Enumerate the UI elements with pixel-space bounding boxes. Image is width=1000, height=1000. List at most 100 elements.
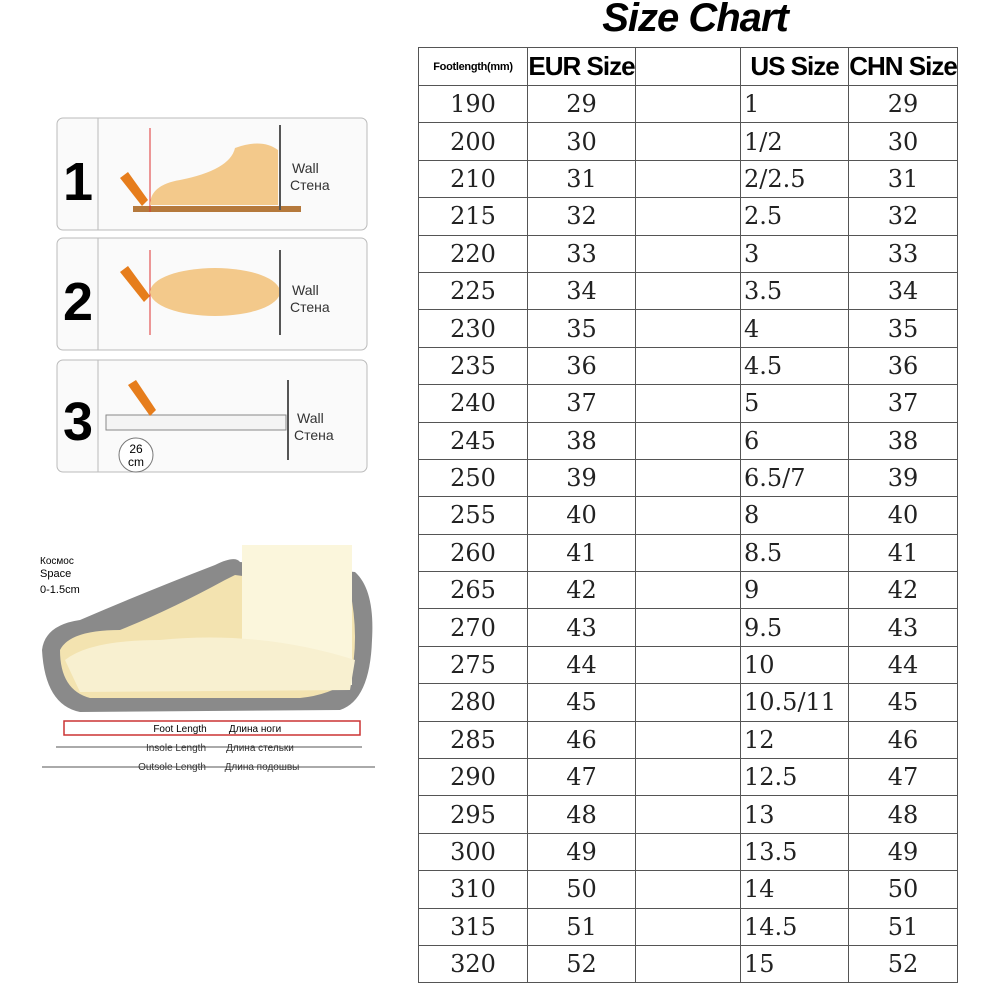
size-row: 225 34 3.5 34 <box>418 271 958 311</box>
step-number: 2 <box>63 272 93 332</box>
size-cell: 230 <box>418 309 528 348</box>
size-cell: 3 <box>740 234 849 273</box>
size-cell: 50 <box>848 870 958 909</box>
title: Size Chart <box>602 0 789 40</box>
size-cell: 320 <box>418 944 528 984</box>
size-cell: 43 <box>848 608 958 647</box>
size-cell: 37 <box>848 384 958 423</box>
size-row: 220 33 3 33 <box>418 234 958 273</box>
size-cell: 8 <box>740 496 849 535</box>
foot-length-label-ru: Длина ноги <box>229 724 281 735</box>
size-cell: 36 <box>527 346 636 386</box>
size-cell: 44 <box>527 645 636 685</box>
space-label: Space <box>40 568 71 580</box>
spacer-cell <box>635 271 741 311</box>
size-cell: 10.5/11 <box>740 683 849 722</box>
spacer-cell <box>635 533 741 573</box>
spacer-cell <box>635 346 741 386</box>
spacer-cell <box>635 421 741 460</box>
size-cell: 6 <box>740 421 849 460</box>
spacer-cell <box>635 159 741 199</box>
size-cell: 2/2.5 <box>740 159 849 199</box>
spacer-cell <box>635 197 741 236</box>
size-cell: 260 <box>418 533 528 573</box>
size-cell: 285 <box>418 720 528 760</box>
header-cell: Footlength(mm) <box>418 47 528 86</box>
spacer-cell <box>635 870 741 909</box>
size-cell: 31 <box>527 159 636 199</box>
spacer-cell <box>635 496 741 535</box>
size-cell: 310 <box>418 870 528 909</box>
size-cell: 48 <box>527 795 636 834</box>
size-cell: 290 <box>418 758 528 797</box>
spacer-cell <box>635 795 741 834</box>
size-cell: 14.5 <box>740 907 849 946</box>
size-cell: 29 <box>848 84 958 124</box>
size-row: 310 50 14 50 <box>418 870 958 909</box>
wall-label-ru: Стена <box>290 177 330 193</box>
spacer-cell <box>635 832 741 872</box>
size-cell: 49 <box>527 832 636 872</box>
size-cell: 29 <box>527 84 636 124</box>
size-table: Footlength(mm) EUR Size US Size CHN Size 190… <box>418 47 958 984</box>
size-cell: 270 <box>418 608 528 647</box>
size-cell: 250 <box>418 458 528 498</box>
size-row: 245 38 6 38 <box>418 421 958 460</box>
size-cell: 42 <box>527 571 636 610</box>
size-cell: 5 <box>740 384 849 423</box>
measure-value: 26 <box>129 442 143 456</box>
insole-length-label-ru: Длина стельки <box>226 743 294 754</box>
size-cell: 52 <box>848 944 958 984</box>
shoe-diagram: Космос Space 0-1.5cm Foot Length Длина н… <box>40 545 375 773</box>
wall-label-ru: Стена <box>290 299 330 315</box>
spacer-cell <box>635 234 741 273</box>
size-row: 250 39 6.5/7 39 <box>418 458 958 498</box>
size-cell: 3.5 <box>740 271 849 311</box>
wall-label: Wall <box>292 160 319 176</box>
size-row: 270 43 9.5 43 <box>418 608 958 647</box>
size-cell: 31 <box>848 159 958 199</box>
size-cell: 40 <box>527 496 636 535</box>
size-cell: 240 <box>418 384 528 423</box>
size-cell: 235 <box>418 346 528 386</box>
size-cell: 2.5 <box>740 197 849 236</box>
spacer-cell <box>635 608 741 647</box>
spacer-cell <box>635 720 741 760</box>
spacer-cell <box>635 309 741 348</box>
size-cell: 39 <box>527 458 636 498</box>
insole-length-label: Insole Length <box>146 743 206 754</box>
size-cell: 12.5 <box>740 758 849 797</box>
size-cell: 30 <box>527 122 636 161</box>
space-range: 0-1.5cm <box>40 584 80 596</box>
size-cell: 42 <box>848 571 958 610</box>
foot-length-label: Foot Length <box>153 724 206 735</box>
size-cell: 35 <box>848 309 958 348</box>
size-cell: 9 <box>740 571 849 610</box>
size-cell: 47 <box>848 758 958 797</box>
size-row: 280 45 10.5/11 45 <box>418 683 958 722</box>
step-number: 3 <box>63 392 93 452</box>
size-cell: 34 <box>527 271 636 311</box>
size-cell: 13.5 <box>740 832 849 872</box>
step-number: 1 <box>63 152 93 212</box>
spacer-cell <box>635 907 741 946</box>
spacer-cell <box>635 944 741 984</box>
size-cell: 51 <box>848 907 958 946</box>
size-row: 190 29 1 29 <box>418 84 958 124</box>
size-cell: 49 <box>848 832 958 872</box>
size-cell: 275 <box>418 645 528 685</box>
spacer-cell <box>635 758 741 797</box>
size-cell: 10 <box>740 645 849 685</box>
size-cell: 315 <box>418 907 528 946</box>
size-row: 260 41 8.5 41 <box>418 533 958 573</box>
size-cell: 52 <box>527 944 636 984</box>
size-cell: 9.5 <box>740 608 849 647</box>
size-cell: 48 <box>848 795 958 834</box>
spacer-cell <box>635 384 741 423</box>
size-cell: 45 <box>527 683 636 722</box>
size-cell: 210 <box>418 159 528 199</box>
size-row: 255 40 8 40 <box>418 496 958 535</box>
size-cell: 220 <box>418 234 528 273</box>
size-cell: 32 <box>848 197 958 236</box>
size-cell: 30 <box>848 122 958 161</box>
